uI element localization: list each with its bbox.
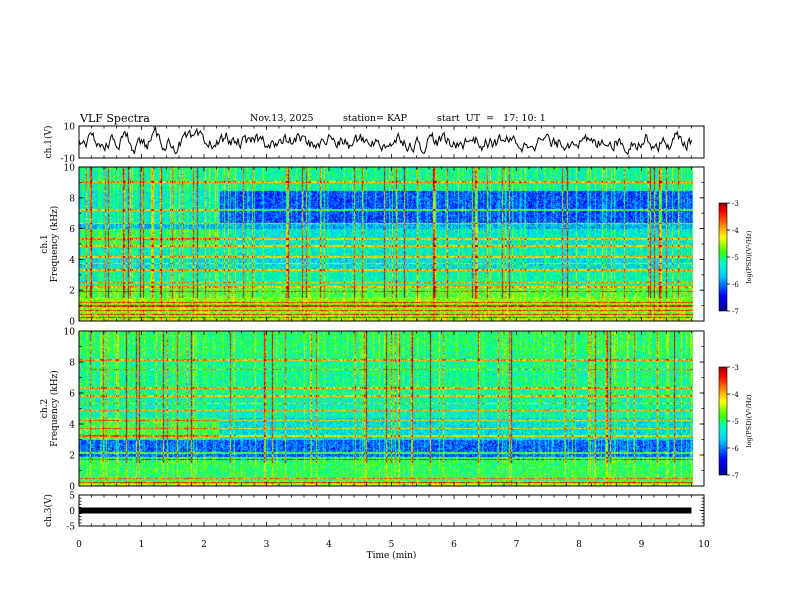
colorbar-tick-label: -5 (732, 418, 739, 426)
x-tick-label: 2 (201, 540, 207, 550)
x-tick-label: 4 (326, 540, 332, 550)
ch1-spectrogram-image (79, 167, 704, 321)
station-label: station= KAP (343, 113, 407, 124)
x-tick-label: 7 (514, 540, 520, 550)
ch1-spectrogram-y-tick-label: 8 (69, 194, 75, 204)
ch1-spectrogram-y-tick-label: 4 (69, 256, 75, 266)
x-tick-label: 8 (576, 540, 582, 550)
colorbar-tick-label: -6 (732, 445, 739, 453)
ch2-spectrogram-y-axis-label: Frequency (kHz) (49, 370, 60, 447)
ch3-y-axis-label: ch.3(V) (43, 494, 54, 527)
ch2-spectrogram-image (79, 331, 704, 486)
ch2-spectrogram-y-tick-label: 8 (69, 359, 75, 369)
x-tick-label: 6 (451, 540, 457, 550)
colorbar-label: log(PSD)(V²/Hz) (745, 230, 753, 283)
ch1-waveform-line (78, 126, 692, 156)
colorbar-tick-label: -4 (732, 391, 739, 399)
colorbar-tick-label: -7 (732, 472, 739, 480)
colorbar-tick-label: -4 (732, 227, 739, 235)
ch1-y-axis-label: ch.1(V) (43, 126, 54, 159)
colorbar-2 (718, 366, 728, 476)
ch1-spectrogram-y-axis-label: ch.1 (40, 234, 50, 253)
colorbar-label: log(PSD)(V²/Hz) (745, 394, 753, 447)
ch2-spectrogram-y-axis-label: ch.2 (40, 399, 50, 418)
ch2-spectrogram-y-tick-label: 2 (69, 452, 75, 462)
ch2-spectrogram-y-tick-label: 0 (69, 483, 75, 493)
ch1-spectrogram-y-axis-label: Frequency (kHz) (49, 206, 60, 283)
x-tick-label: 5 (389, 540, 395, 550)
x-tick-label: 3 (264, 540, 270, 550)
ch3-y-tick-label: 0 (69, 507, 75, 517)
ch1-spectrogram-y-tick-label: 0 (69, 318, 75, 328)
ch2-spectrogram-y-tick-label: 6 (69, 390, 75, 400)
x-tick-label: 0 (76, 540, 82, 550)
ch1-spectrogram-y-tick-label: 2 (69, 287, 75, 297)
ch1-y-tick-label: -10 (61, 155, 76, 165)
date-label: Nov.13, 2025 (250, 113, 314, 124)
ch2-spectrogram-y-tick-label: 10 (64, 328, 76, 338)
ch2-spectrogram-y-tick-label: 4 (69, 421, 75, 431)
ch3-trace-line (79, 507, 692, 514)
ch3-y-tick-label: -5 (66, 523, 75, 533)
x-tick-label: 1 (139, 540, 145, 550)
ch1-spectrogram-y-tick-label: 10 (64, 164, 76, 174)
colorbar-tick-label: -3 (732, 364, 739, 372)
x-tick-label: 9 (639, 540, 645, 550)
figure-title: VLF Spectra (80, 112, 150, 125)
colorbar-tick-label: -7 (732, 308, 739, 316)
start-time-label: start UT = 17: 10: 1 (437, 113, 546, 124)
ch3-y-tick-label: 5 (69, 492, 75, 502)
colorbar-tick-label: -6 (732, 281, 739, 289)
x-tick-label: 10 (698, 540, 710, 550)
colorbar-tick-label: -3 (732, 200, 739, 208)
x-axis-label: Time (min) (367, 550, 417, 561)
colorbar-tick-label: -5 (732, 254, 739, 262)
colorbar-1 (718, 202, 728, 312)
ch1-spectrogram-y-tick-label: 6 (69, 225, 75, 235)
ch1-y-tick-label: 10 (64, 123, 76, 133)
